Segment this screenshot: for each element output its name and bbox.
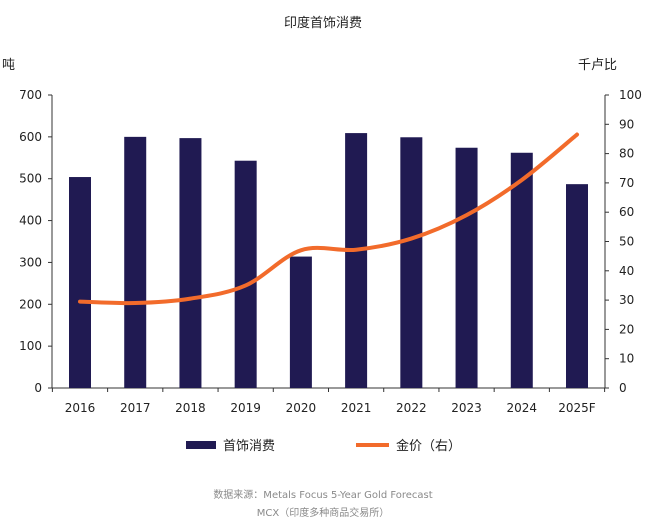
x-tick-label: 2016 (65, 401, 96, 415)
left-tick-label: 200 (19, 297, 42, 311)
right-axis-unit-label: 千卢比 (578, 57, 617, 73)
x-tick-label: 2018 (175, 401, 206, 415)
legend-bar-swatch (186, 441, 216, 449)
legend-line-label: 金价（右） (396, 438, 461, 454)
bars-group (69, 133, 588, 388)
line-group (78, 132, 579, 306)
x-tick-label: 2022 (396, 401, 427, 415)
right-tick-label: 40 (619, 264, 634, 278)
left-tick-label: 100 (19, 339, 42, 353)
bar-2020 (289, 256, 312, 388)
right-tick-label: 90 (619, 117, 634, 131)
bar-2016 (69, 177, 91, 388)
left-tick-label: 0 (34, 381, 42, 395)
bar-2018 (179, 138, 202, 388)
left-tick-label: 300 (19, 255, 42, 269)
bar-2025F (566, 184, 588, 388)
legend-bar-label: 首饰消费 (223, 439, 275, 454)
right-tick-label: 10 (619, 352, 634, 366)
bar-2021 (345, 133, 368, 388)
x-tick-label: 2017 (120, 401, 151, 415)
left-tick-label: 400 (19, 214, 42, 228)
left-tick-label: 700 (19, 88, 42, 102)
left-tick-label: 600 (19, 130, 42, 144)
source-line-1: 数据来源：Metals Focus 5-Year Gold Forecast (213, 490, 433, 501)
source-line-2: MCX（印度多种商品交易所） (256, 508, 390, 519)
axes-group: 0 100 200 300 400 500 600 700 0 10 20 30 40 50 60 70 80 9… (19, 88, 642, 415)
right-tick-label: 0 (619, 381, 627, 395)
right-tick-label: 50 (619, 235, 634, 249)
right-tick-label: 30 (619, 293, 634, 307)
left-tick-label: 500 (19, 172, 42, 186)
x-tick-label: 2020 (286, 401, 317, 415)
x-tick-label: 2023 (451, 401, 482, 415)
bar-2017 (124, 136, 147, 388)
x-tick-label: 2024 (507, 401, 538, 415)
right-tick-label: 70 (619, 176, 634, 190)
right-tick-label: 80 (619, 147, 634, 161)
x-tick-label: 2021 (341, 401, 372, 415)
right-tick-label: 20 (619, 322, 634, 336)
bar-2019 (234, 160, 257, 388)
bar-2023 (455, 147, 478, 388)
chart-title: 印度首饰消费 (284, 15, 362, 31)
x-tick-label: 2019 (230, 401, 261, 415)
gold-price-line (78, 132, 579, 306)
bar-2022 (400, 137, 423, 388)
left-axis-unit-label: 吨 (2, 58, 15, 73)
bar-2024 (510, 152, 533, 388)
right-tick-label: 60 (619, 205, 634, 219)
right-tick-label: 100 (619, 88, 642, 102)
x-tick-label: 2025F (558, 401, 596, 415)
